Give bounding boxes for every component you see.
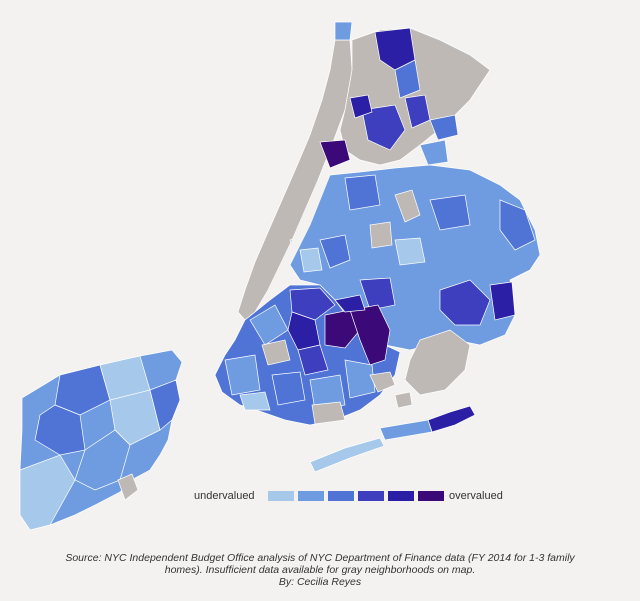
jamaica-bay-area	[309, 329, 476, 473]
legend-swatch	[328, 491, 354, 501]
queens-neighborhood	[344, 174, 381, 211]
caption-line-3: By: Cecilia Reyes	[278, 576, 362, 588]
bronx-neighborhood	[429, 114, 459, 141]
legend-swatch	[388, 491, 414, 501]
bronx-neighborhood	[394, 59, 421, 99]
jamaica-bay-islands	[394, 391, 413, 409]
brooklyn-neighborhood	[271, 371, 306, 406]
queens-neighborhood	[429, 194, 471, 231]
brooklyn-neighborhood	[261, 339, 291, 366]
staten-island-neighborhood	[109, 389, 161, 446]
rockaway-neighborhood	[379, 419, 433, 441]
staten-island-neighborhood	[54, 364, 111, 416]
staten-island	[19, 349, 183, 531]
legend-swatch	[418, 491, 444, 501]
bronx-neighborhood	[361, 104, 406, 151]
brooklyn-neighborhood	[289, 287, 336, 321]
queens	[289, 164, 541, 351]
legend: undervalued overvalued	[194, 490, 503, 502]
legend-low-label: undervalued	[194, 490, 255, 502]
legend-swatch	[268, 491, 294, 501]
staten-island-neighborhood	[149, 379, 181, 431]
bronx	[319, 27, 491, 169]
legend-swatch	[298, 491, 324, 501]
queens-neighborhood	[439, 279, 491, 326]
brooklyn-neighborhood	[224, 354, 261, 396]
brooklyn	[214, 284, 401, 426]
jamaica-bay-islands	[369, 371, 396, 393]
queens-neighborhood	[359, 277, 396, 311]
brooklyn-neighborhood	[349, 304, 391, 366]
manhattan-neighborhood	[334, 21, 353, 41]
brooklyn-neighborhood	[239, 391, 271, 411]
queens-neighborhood	[319, 234, 351, 269]
bronx-neighborhood	[319, 139, 351, 169]
brooklyn-neighborhood	[334, 294, 366, 313]
queens-neighborhood	[489, 281, 516, 321]
queens-neighborhood	[394, 237, 426, 266]
brooklyn-neighborhood	[311, 401, 346, 425]
bronx-neighborhood	[349, 94, 373, 119]
staten-island-neighborhood	[117, 473, 139, 501]
caption-line-2: homes). Insufficient data available for …	[164, 564, 476, 576]
east-river	[262, 175, 330, 306]
brooklyn-neighborhood	[249, 304, 289, 346]
staten-island-neighborhood	[34, 404, 86, 456]
rockaway-neighborhood	[309, 437, 385, 473]
jfk-airport	[404, 329, 471, 396]
queens-neighborhood	[499, 199, 536, 251]
caption-line-1: Source: NYC Independent Budget Office an…	[65, 552, 575, 564]
legend-swatches	[268, 491, 444, 501]
queens-neighborhood	[299, 247, 323, 273]
brooklyn-neighborhood	[344, 359, 376, 399]
brooklyn-neighborhood	[297, 344, 329, 376]
rockaway-neighborhood	[427, 405, 476, 433]
queens-neighborhood	[369, 221, 393, 249]
brooklyn-neighborhood	[309, 374, 346, 411]
bronx-neighborhood	[419, 139, 449, 166]
legend-high-label: overvalued	[449, 490, 503, 502]
queens-neighborhood	[394, 189, 421, 223]
legend-swatch	[358, 491, 384, 501]
caption: Source: NYC Independent Budget Office an…	[40, 552, 600, 588]
